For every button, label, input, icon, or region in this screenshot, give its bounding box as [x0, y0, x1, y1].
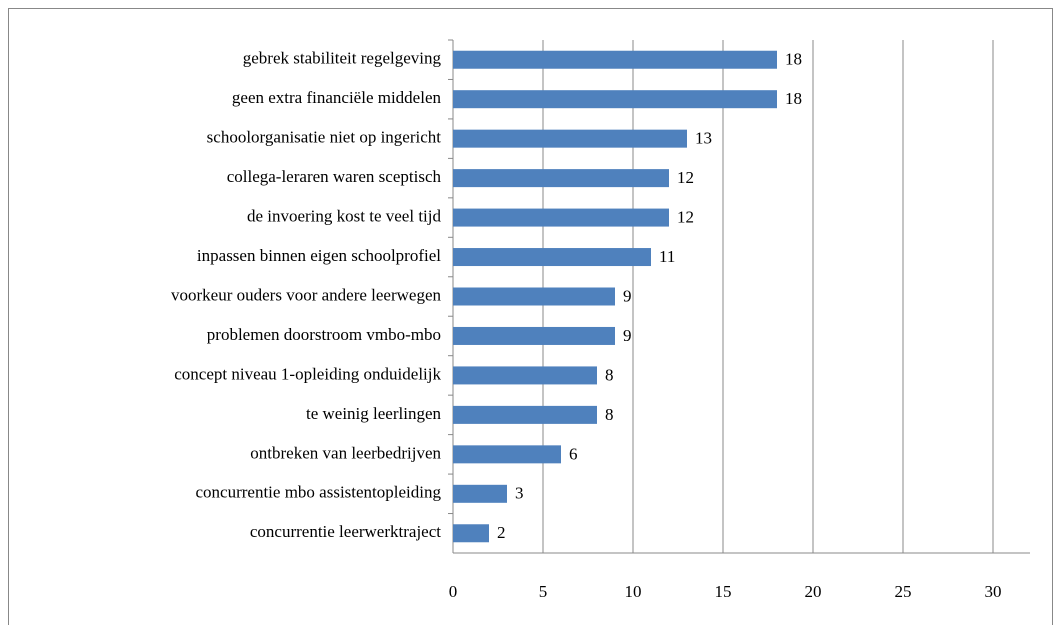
bar	[453, 90, 777, 109]
value-label: 6	[569, 444, 578, 463]
y-tick-label: te weinig leerlingen	[306, 404, 442, 423]
y-tick-label: collega-leraren waren sceptisch	[227, 167, 442, 186]
bar	[453, 169, 669, 188]
x-tick-label: 5	[539, 582, 548, 601]
bar	[453, 445, 561, 464]
value-label: 12	[677, 168, 694, 187]
value-label: 8	[605, 365, 614, 384]
y-tick-label: gebrek stabiliteit regelgeving	[243, 49, 442, 68]
y-tick-label: concurrentie leerwerktraject	[250, 522, 441, 541]
bar	[453, 524, 489, 543]
value-label: 9	[623, 326, 632, 345]
x-tick-label: 10	[625, 582, 642, 601]
bar	[453, 248, 651, 267]
y-tick-label: voorkeur ouders voor andere leerwegen	[171, 285, 441, 304]
chart-frame	[8, 8, 1053, 625]
x-tick-label: 0	[449, 582, 458, 601]
value-label: 13	[695, 129, 712, 148]
bar	[453, 326, 615, 345]
y-tick-label: concept niveau 1-opleiding onduidelijk	[174, 364, 441, 383]
y-tick-label: concurrentie mbo assistentopleiding	[196, 483, 442, 502]
bar	[453, 208, 669, 227]
bar	[453, 50, 777, 69]
x-tick-label: 20	[805, 582, 822, 601]
value-label: 12	[677, 207, 694, 226]
y-tick-label: ontbreken van leerbedrijven	[250, 443, 441, 462]
y-tick-label: schoolorganisatie niet op ingericht	[207, 128, 442, 147]
value-label: 18	[785, 89, 802, 108]
x-tick-label: 30	[985, 582, 1002, 601]
bar	[453, 484, 507, 503]
y-tick-label: de invoering kost te veel tijd	[247, 206, 442, 225]
bar	[453, 287, 615, 306]
bar	[453, 129, 687, 148]
value-label: 2	[497, 523, 506, 542]
bar	[453, 405, 597, 424]
value-label: 18	[785, 50, 802, 69]
value-label: 3	[515, 484, 524, 503]
x-tick-label: 25	[895, 582, 912, 601]
value-label: 11	[659, 247, 675, 266]
value-label: 9	[623, 286, 632, 305]
value-label: 8	[605, 405, 614, 424]
x-tick-label: 15	[715, 582, 732, 601]
y-tick-label: geen extra financiële middelen	[232, 88, 442, 107]
bar	[453, 366, 597, 385]
y-tick-label: problemen doorstroom vmbo-mbo	[207, 325, 441, 344]
y-tick-label: inpassen binnen eigen schoolprofiel	[197, 246, 441, 265]
